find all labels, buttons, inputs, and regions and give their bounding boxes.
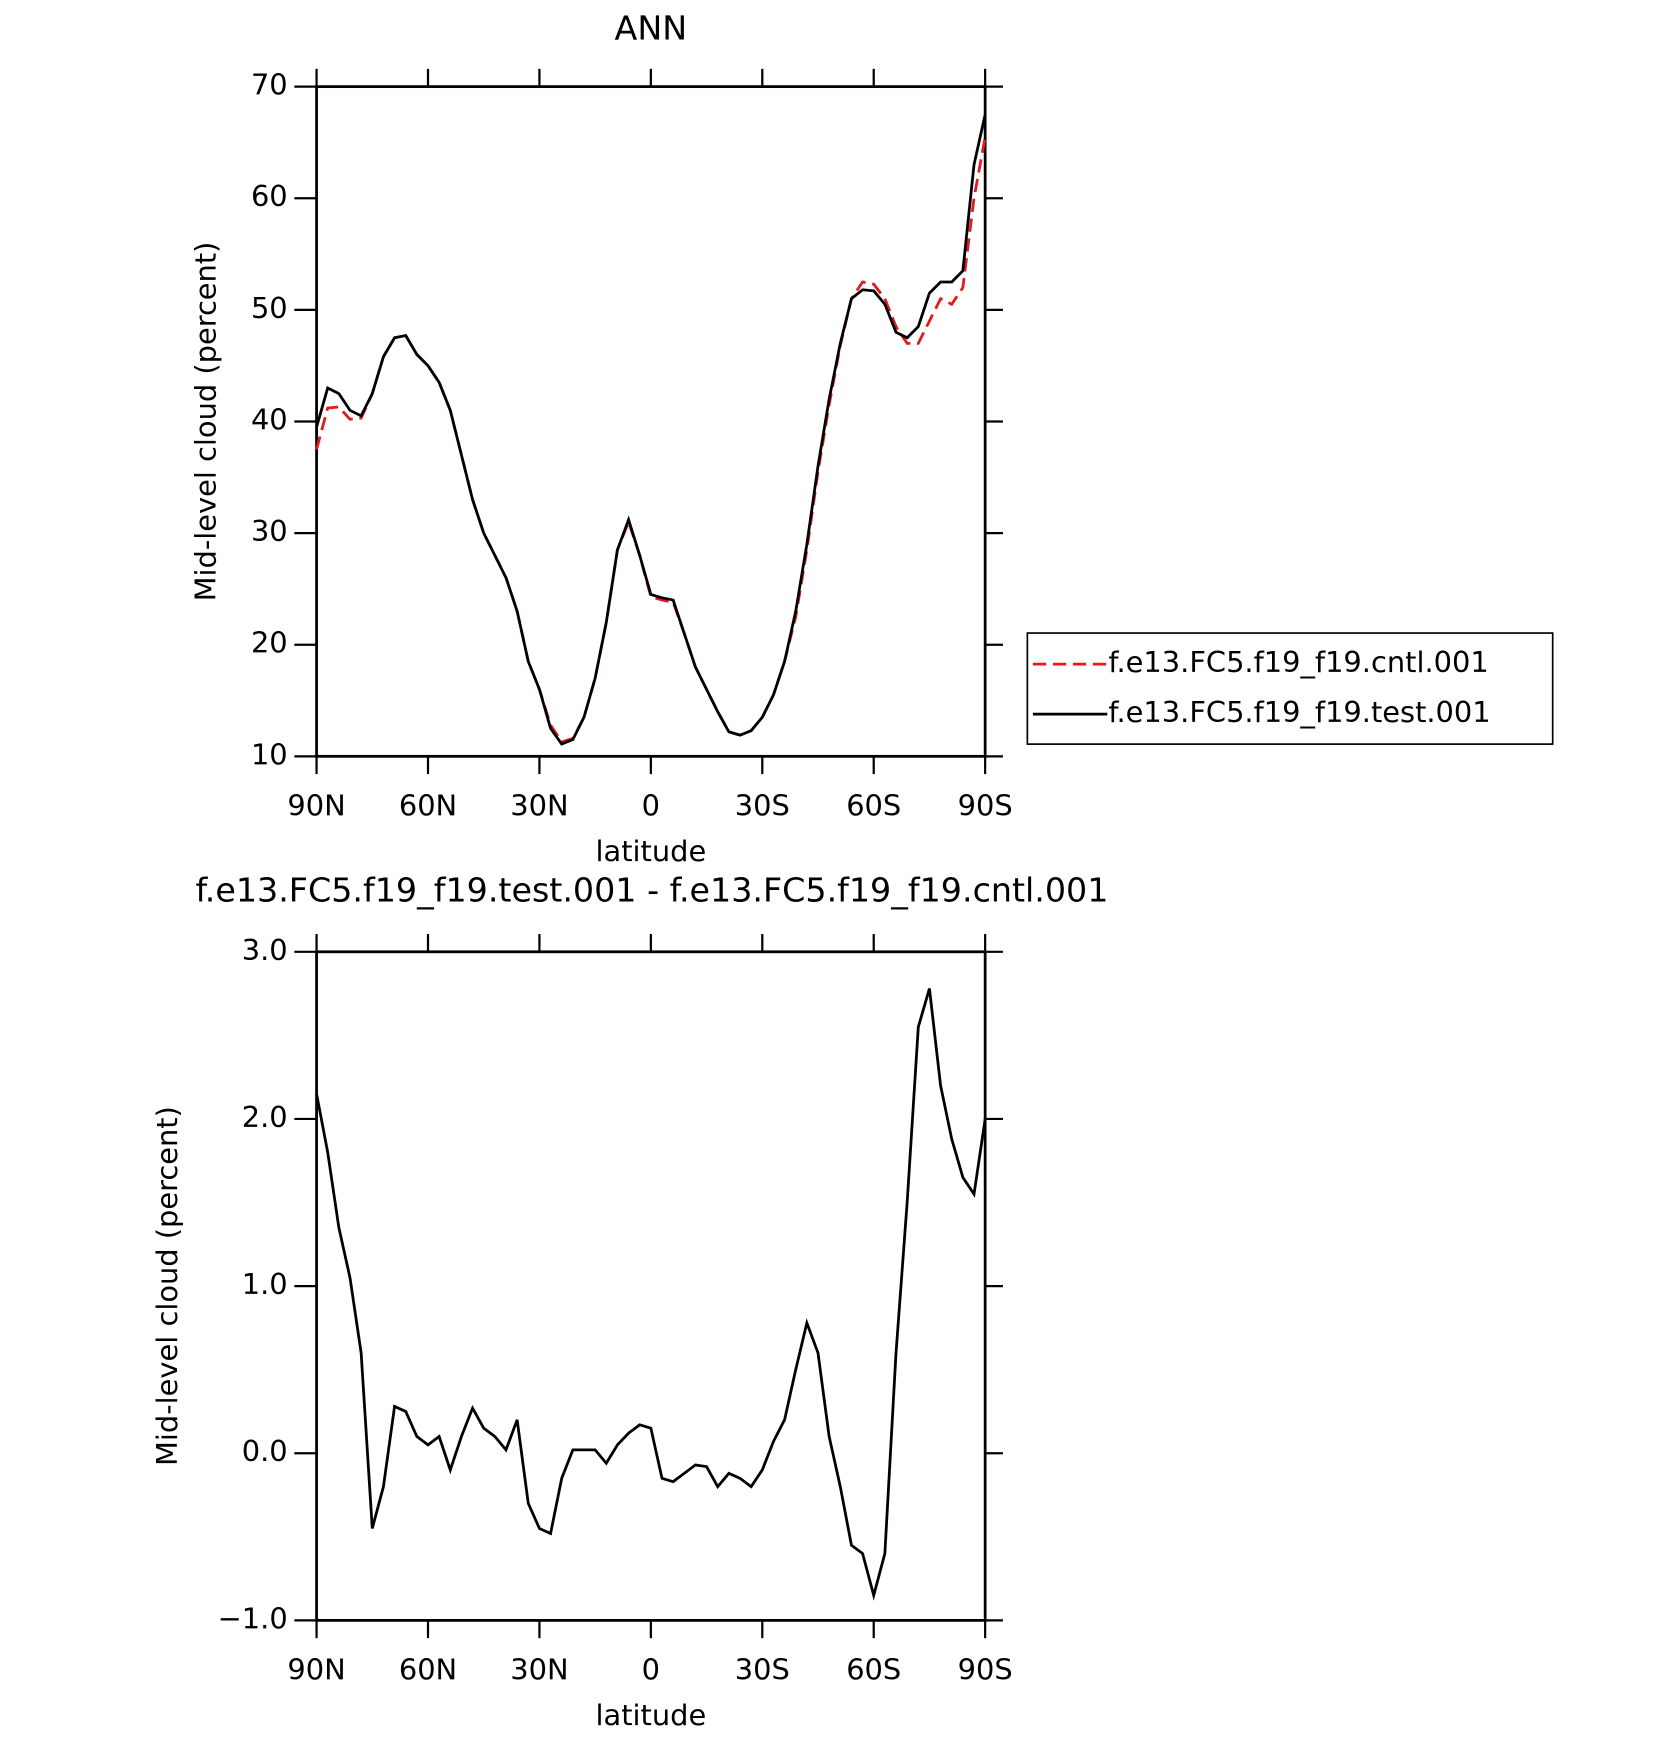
y-tick-label: 10 xyxy=(251,737,288,771)
y-tick-label: 0.0 xyxy=(242,1434,288,1468)
y-tick-label: 3.0 xyxy=(242,933,288,967)
series-line xyxy=(315,114,987,746)
x-tick-label: 60N xyxy=(399,788,457,822)
x-tick-label: 60S xyxy=(846,1652,901,1686)
x-tick-label: 30N xyxy=(510,788,568,822)
y-tick-label: 30 xyxy=(251,514,288,548)
legend-label: f.e13.FC5.f19_f19.cntl.001 xyxy=(1108,645,1488,679)
y-axis-label: Mid-level cloud (percent) xyxy=(189,242,223,602)
chart-title: ANN xyxy=(615,8,688,47)
legend-label: f.e13.FC5.f19_f19.test.001 xyxy=(1108,695,1490,729)
y-tick-label: 60 xyxy=(251,179,288,213)
x-tick-label: 90S xyxy=(958,788,1013,822)
series-line xyxy=(315,136,987,744)
y-tick-label: 20 xyxy=(251,626,288,660)
y-tick-label: 40 xyxy=(251,402,288,436)
y-tick-label: 1.0 xyxy=(242,1267,288,1301)
x-tick-label: 30S xyxy=(735,1652,790,1686)
x-tick-label: 0 xyxy=(642,1652,660,1686)
x-tick-label: 0 xyxy=(642,788,660,822)
x-tick-label: 30S xyxy=(735,788,790,822)
x-tick-label: 90S xyxy=(958,1652,1013,1686)
x-tick-label: 30N xyxy=(510,1652,568,1686)
y-tick-label: 2.0 xyxy=(242,1100,288,1134)
x-tick-label: 60N xyxy=(399,1652,457,1686)
plot-frame xyxy=(315,85,987,758)
x-tick-label: 90N xyxy=(287,1652,345,1686)
x-tick-label: 60S xyxy=(846,788,901,822)
x-axis-label: latitude xyxy=(595,1698,706,1732)
x-axis-label: latitude xyxy=(595,834,706,868)
y-tick-label: 70 xyxy=(251,68,288,102)
y-tick-label: −1.0 xyxy=(218,1601,288,1635)
plot-frame xyxy=(315,950,987,1622)
x-tick-label: 90N xyxy=(287,788,345,822)
series-line xyxy=(315,988,987,1601)
chart-title: f.e13.FC5.f19_f19.test.001 - f.e13.FC5.f… xyxy=(196,870,1109,909)
y-axis-label: Mid-level cloud (percent) xyxy=(150,1106,184,1466)
y-tick-label: 50 xyxy=(251,291,288,325)
legend-box xyxy=(1026,632,1554,745)
